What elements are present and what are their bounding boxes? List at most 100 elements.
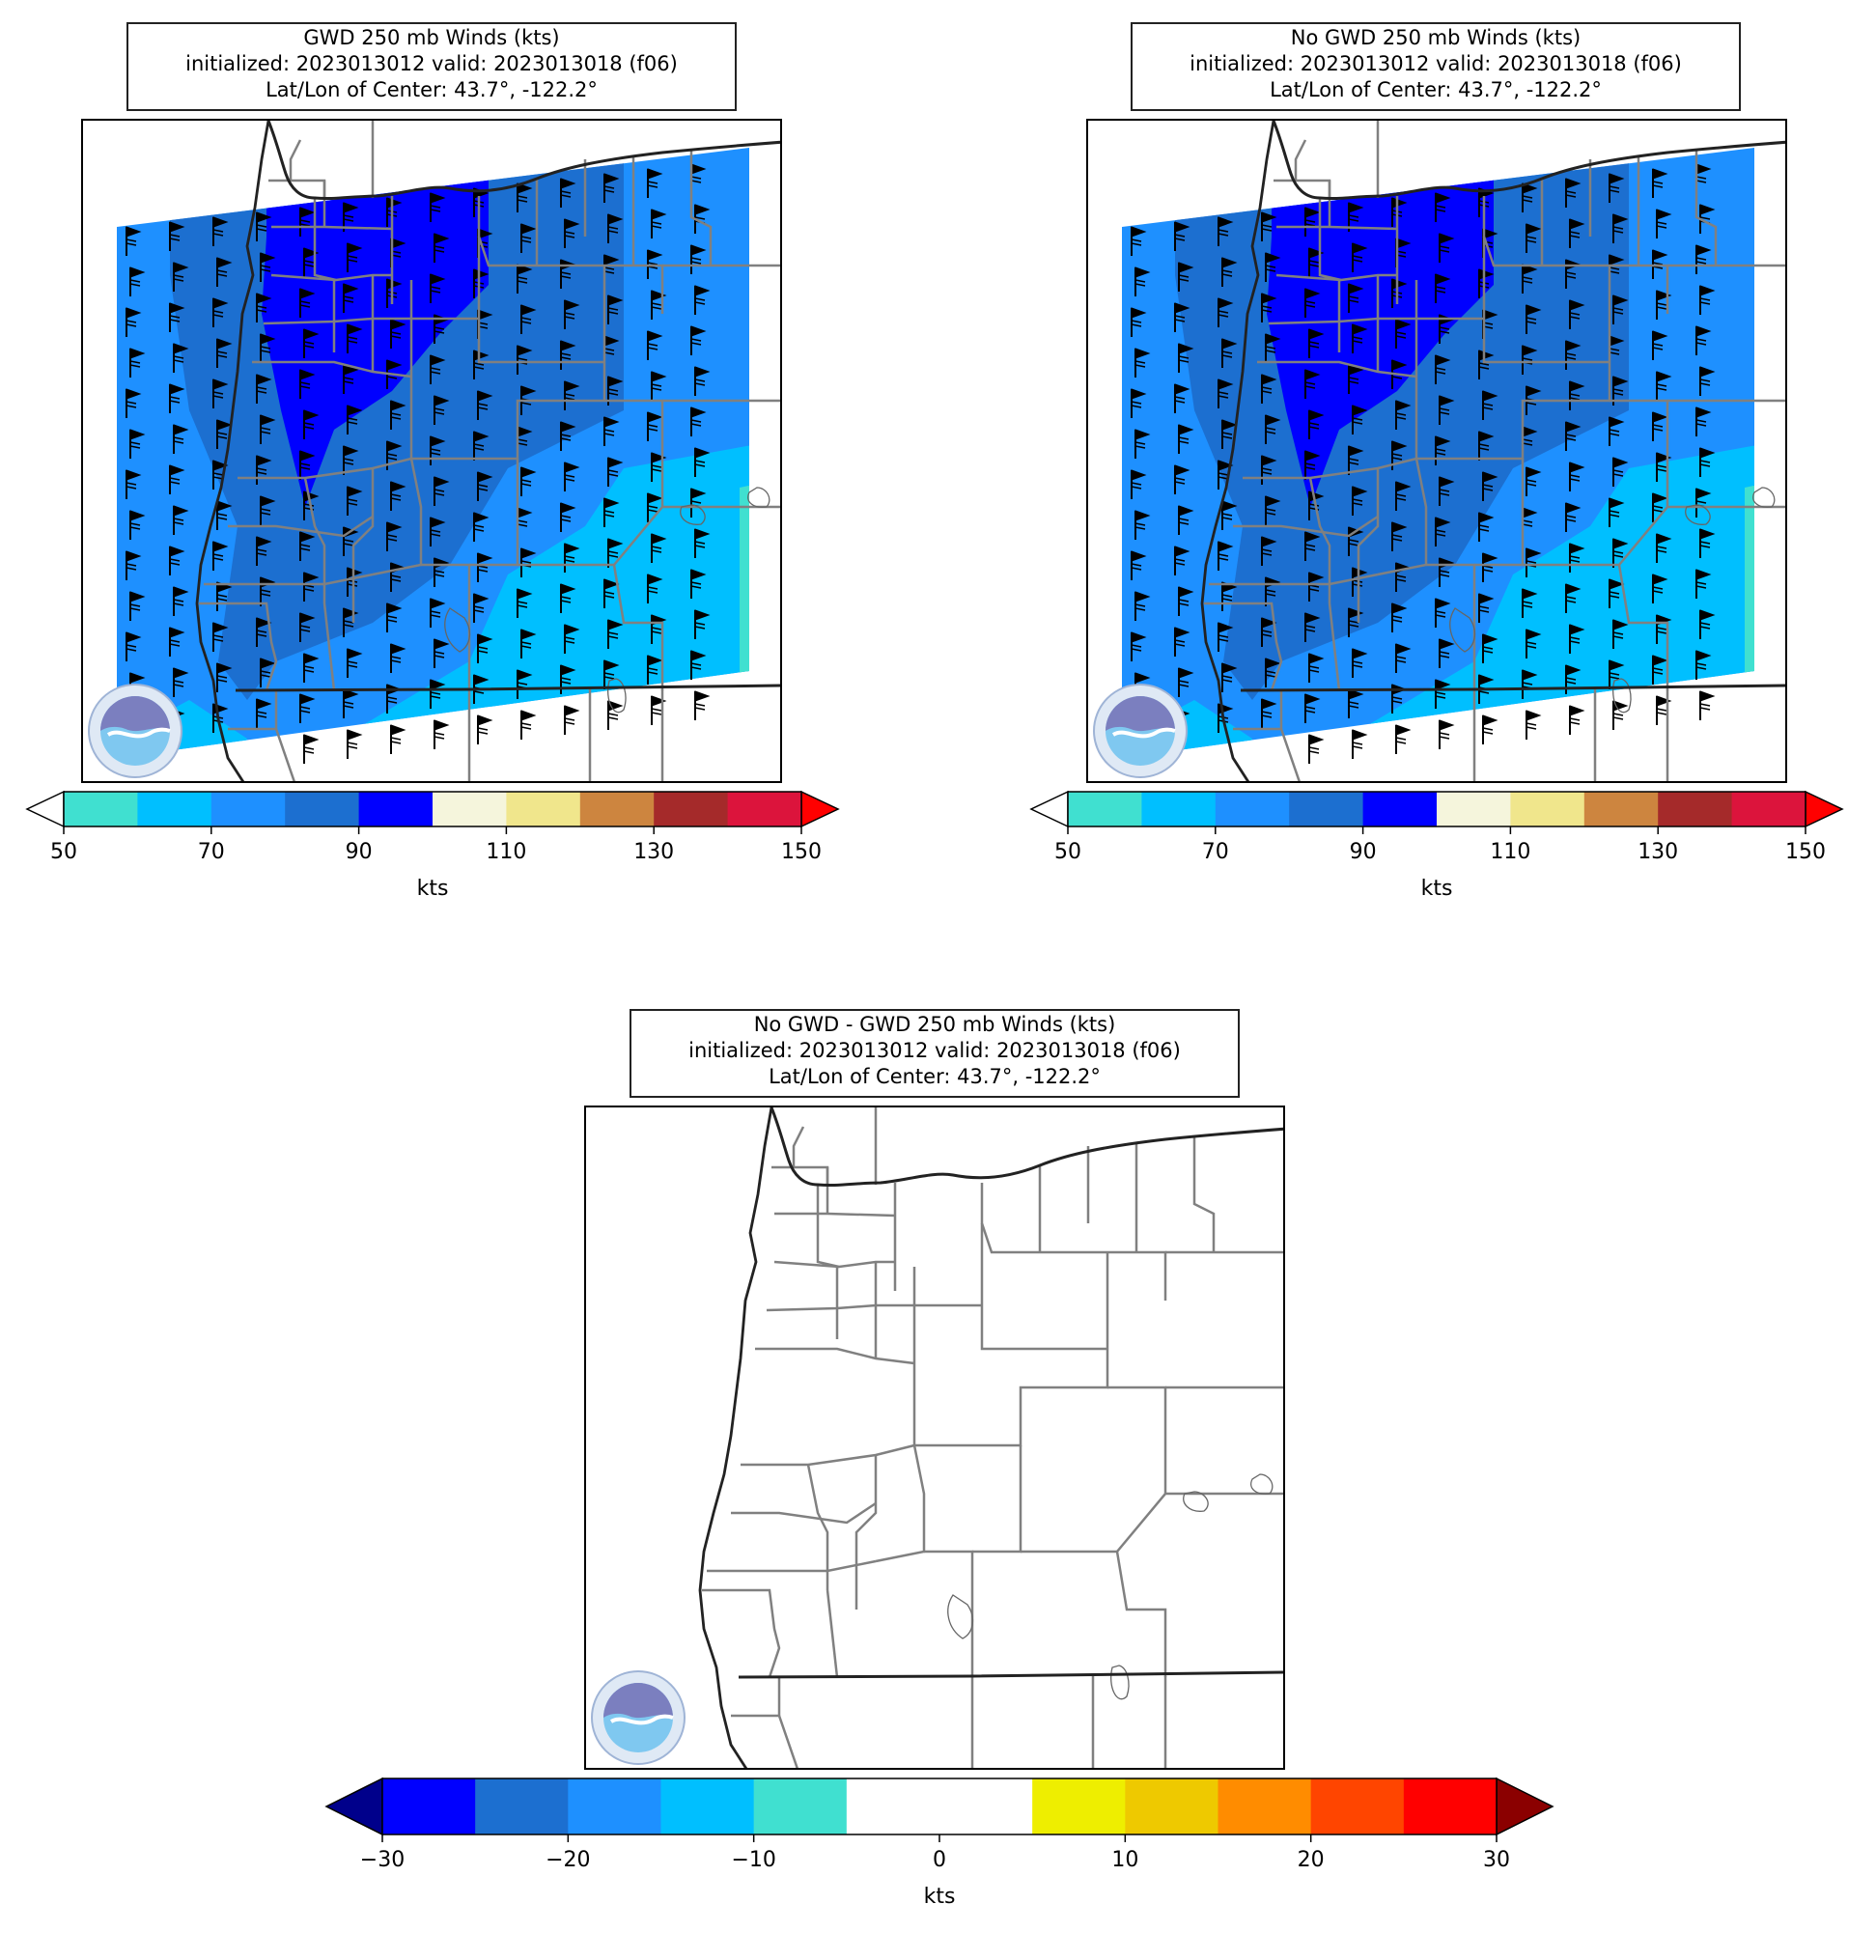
wind-barb xyxy=(1656,533,1672,563)
wind-barb xyxy=(1391,440,1408,470)
wind-barb xyxy=(1221,338,1238,368)
wind-barb xyxy=(1134,429,1151,459)
coastline xyxy=(698,1107,773,1768)
wind-barb xyxy=(169,546,185,575)
wind-barb xyxy=(434,476,450,506)
colorbar-tick-label: 50 xyxy=(1054,840,1081,864)
colorbar-segment xyxy=(1215,792,1290,826)
wind-barb xyxy=(260,414,276,444)
wind-barb xyxy=(434,233,450,263)
wind-barb xyxy=(1699,285,1716,315)
wind-barb xyxy=(1522,345,1538,375)
wind-barb xyxy=(1348,607,1364,637)
colorbar-segment xyxy=(1437,792,1511,826)
wind-barb xyxy=(1308,409,1325,439)
wind-barb xyxy=(299,450,316,480)
colorbar-segment xyxy=(727,792,802,826)
wind-barb xyxy=(1261,211,1277,241)
wind-barb xyxy=(129,348,146,378)
wind-barb xyxy=(1569,543,1585,573)
colorbar-gwd: 50 70 90 110 130 150 kts xyxy=(25,790,840,906)
wind-barb xyxy=(347,242,363,272)
wind-barb xyxy=(299,207,316,237)
wind-barb xyxy=(173,343,189,373)
wind-barb xyxy=(603,497,620,527)
wind-barb xyxy=(212,378,229,408)
wind-barb xyxy=(1308,734,1325,764)
wind-barb xyxy=(303,572,320,602)
wind-barb xyxy=(647,492,663,522)
wind-barb xyxy=(343,607,359,637)
wind-barb xyxy=(1308,572,1325,602)
wind-barb xyxy=(390,481,406,511)
wind-barb xyxy=(1435,517,1451,546)
wind-barb xyxy=(1526,710,1542,740)
wind-barb xyxy=(173,424,189,454)
colorbar-segment xyxy=(660,1778,755,1834)
wind-barb xyxy=(1395,481,1412,511)
wind-barb xyxy=(1695,325,1712,355)
wind-barb xyxy=(564,380,580,410)
colorbar-tick-label: −10 xyxy=(731,1848,776,1872)
wind-barb xyxy=(1218,297,1234,327)
wind-barb xyxy=(129,591,146,621)
colorbar-under-arrow xyxy=(25,790,65,828)
wind-barb xyxy=(1308,653,1325,683)
wind-barb xyxy=(1699,528,1716,558)
wind-barb xyxy=(694,609,711,639)
wind-barb xyxy=(1609,497,1625,527)
wind-barb xyxy=(1174,464,1190,494)
wind-barb xyxy=(1612,457,1629,487)
wind-barb xyxy=(694,528,711,558)
wind-barb xyxy=(430,435,446,465)
wind-barb xyxy=(1478,431,1495,461)
colorbar-tick-label: 150 xyxy=(781,840,822,864)
wind-barb xyxy=(390,643,406,673)
county-borders xyxy=(1204,121,1785,781)
wind-barb xyxy=(256,455,272,485)
title-line-1: No GWD - GWD 250 mb Winds (kts) xyxy=(753,1013,1116,1036)
wind-barb xyxy=(169,383,185,413)
wind-barb xyxy=(173,586,189,616)
wind-barb xyxy=(690,406,707,436)
wind-barb xyxy=(1178,667,1194,697)
wind-barb xyxy=(560,178,576,208)
title-line-2: initialized: 2023013012 valid: 202301301… xyxy=(185,52,678,75)
wind-barb xyxy=(126,550,142,580)
wind-barb xyxy=(1261,293,1277,322)
wind-barb xyxy=(647,168,663,198)
wind-barb xyxy=(607,294,624,324)
wind-barb xyxy=(347,486,363,516)
wind-barb xyxy=(1178,586,1194,616)
wind-barb xyxy=(1395,724,1412,754)
wind-barb xyxy=(1131,388,1147,418)
wind-barb xyxy=(564,624,580,654)
wind-barb xyxy=(1218,378,1234,408)
colorbar-segment xyxy=(433,792,507,826)
wind-barb xyxy=(1131,631,1147,661)
wind-barb xyxy=(129,510,146,540)
wind-barb xyxy=(473,512,490,542)
wind-barb xyxy=(1526,629,1542,658)
wind-barb xyxy=(603,578,620,608)
wind-barb xyxy=(169,464,185,494)
wind-barb xyxy=(477,552,493,582)
colorbar-graphic xyxy=(25,790,840,834)
colorbar-segment xyxy=(1583,792,1659,826)
title-line-3: Lat/Lon of Center: 43.7°, -122.2° xyxy=(769,1065,1101,1088)
wind-barb xyxy=(173,505,189,535)
wind-barb xyxy=(607,538,624,568)
wind-barb xyxy=(256,536,272,566)
colorbar-nogwd: 50 70 90 110 130 150 kts xyxy=(1029,790,1844,906)
wind-barb xyxy=(607,213,624,243)
wind-barb xyxy=(1435,273,1451,303)
wind-barb xyxy=(1265,414,1281,444)
colorbar-segment xyxy=(579,792,655,826)
wind-barb xyxy=(299,369,316,399)
wind-barb xyxy=(473,268,490,298)
wind-barb xyxy=(1265,495,1281,525)
wind-barb xyxy=(1178,343,1194,373)
state-border-north xyxy=(266,121,780,201)
wind-barb xyxy=(1609,659,1625,689)
wind-barb xyxy=(299,288,316,318)
